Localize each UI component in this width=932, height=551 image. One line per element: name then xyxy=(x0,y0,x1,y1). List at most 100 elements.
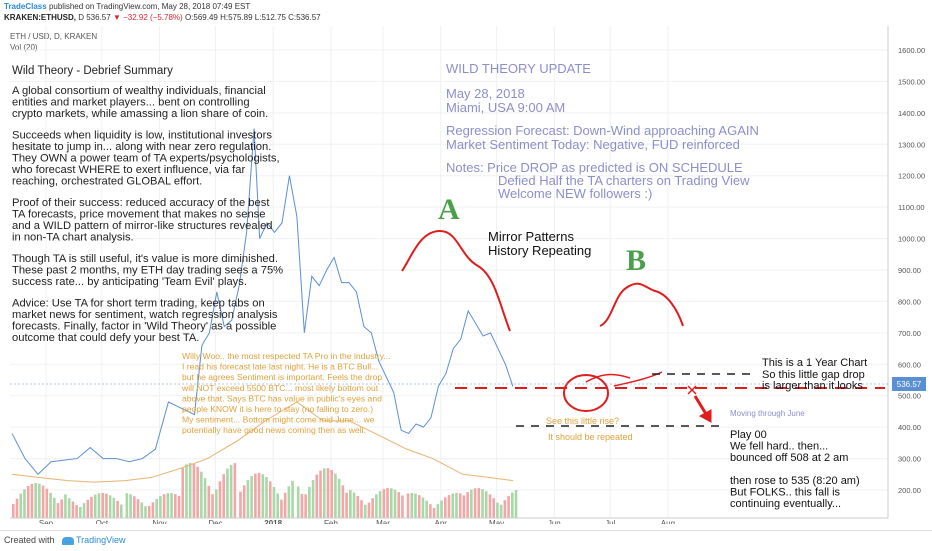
chart-area[interactable]: ETH / USD, D, KRAKEN Vol (20) 200.00 300.… xyxy=(0,26,932,524)
volume-bar xyxy=(144,506,147,518)
volume-bar xyxy=(257,473,261,518)
volume-bar xyxy=(133,496,136,518)
volume-bar xyxy=(462,495,466,518)
volume-bar xyxy=(304,494,307,518)
y-tick-label: 1400.00 xyxy=(898,109,925,118)
volume-bar xyxy=(49,492,52,518)
y-tick-label: 900.00 xyxy=(898,266,921,275)
volume-bar xyxy=(52,497,56,518)
volume-bar xyxy=(326,468,330,518)
volume-bar xyxy=(185,464,188,518)
volume-bar xyxy=(432,507,436,518)
volume-bar xyxy=(155,498,158,518)
play-note-line: bounced off 508 at 2 am xyxy=(730,452,848,464)
volume-bar xyxy=(30,483,34,518)
volume-bar xyxy=(447,495,451,518)
volume-bar xyxy=(79,506,82,518)
peak-b-outline xyxy=(599,282,684,327)
summary-line: They OWN a power team of TA experts/psyc… xyxy=(12,153,280,165)
volume-bar xyxy=(349,489,352,518)
y-tick-label: 1300.00 xyxy=(898,140,925,149)
volume-bar xyxy=(511,492,514,518)
volume-bar xyxy=(360,500,363,518)
price-chart[interactable]: 200.00 300.00 400.00 500.00 600.00 700.00 800.… xyxy=(0,26,932,524)
volume-bar xyxy=(105,493,108,518)
drop-arrow-shaft xyxy=(693,395,708,415)
volume-bar xyxy=(477,488,481,518)
x-tick-label: Oct xyxy=(96,519,109,524)
volume-bar xyxy=(229,464,233,518)
volume-bar xyxy=(492,498,495,518)
play-note-line: then rose to 535 (8:20 am) xyxy=(730,475,860,487)
willy-note-line: but he agrees Sentiment is important. Fe… xyxy=(182,372,382,382)
volume-bar xyxy=(455,493,458,518)
summary-line: success rate... by anticipating 'Team Ev… xyxy=(12,276,247,288)
volume-bar xyxy=(162,494,166,518)
x-tick-label: May xyxy=(489,519,504,524)
publish-header: TradeClass published on TradingView.com,… xyxy=(0,0,932,26)
x-tick-label: Dec xyxy=(208,519,222,524)
volume-bar xyxy=(166,493,170,518)
volume-bar xyxy=(443,497,447,518)
summary-line: crypto markets, while amassing a lion sh… xyxy=(12,108,268,120)
volume-bar xyxy=(356,496,360,518)
x-tick-label: Nov xyxy=(152,519,166,524)
volume-bar xyxy=(470,489,473,518)
volume-bar xyxy=(177,495,181,518)
moving-june: Moving through June xyxy=(730,409,805,418)
volume-bar xyxy=(97,493,101,518)
update-note-2: Defied Half the TA charters on Trading V… xyxy=(498,173,750,188)
peak-a-outline xyxy=(401,229,511,332)
x-tick-label: Feb xyxy=(324,519,338,524)
volume-bar xyxy=(410,493,414,518)
volume-bar xyxy=(389,488,393,518)
volume-bar xyxy=(414,493,417,518)
volume-bar xyxy=(337,478,341,518)
volume-bar xyxy=(375,494,378,518)
volume-bar xyxy=(192,463,196,518)
author-name[interactable]: TradeClass xyxy=(4,2,47,11)
label-a: A xyxy=(438,193,460,226)
update-location: Miami, USA 9:00 AM xyxy=(446,100,565,115)
volume-bar xyxy=(239,491,242,518)
volume-bar xyxy=(170,493,173,518)
volume-bar xyxy=(378,491,382,518)
volume-bar xyxy=(34,483,37,518)
summary-line: A global consortium of wealthy individua… xyxy=(12,85,266,97)
volume-bar xyxy=(82,503,86,518)
volume-bar xyxy=(242,485,246,518)
willy-note-line: My sentiment... Bottom might come mid Ju… xyxy=(182,415,375,425)
summary-line: forecasts. Finally, factor in 'Wild Theo… xyxy=(12,321,276,333)
volume-bar xyxy=(38,483,41,518)
volume-bar xyxy=(280,499,283,518)
volume-bar xyxy=(319,470,322,518)
tradingview-brand[interactable]: TradingView xyxy=(62,535,126,545)
ohlc-values: O:569.49 H:575.89 L:512.75 C:536.57 xyxy=(184,13,321,22)
play-note-line: We fell hard.. then... xyxy=(730,441,828,453)
x-tick-label: Sep xyxy=(39,519,54,524)
volume-bar xyxy=(371,498,374,518)
rise-circle xyxy=(563,374,609,412)
publish-line: TradeClass published on TradingView.com,… xyxy=(4,2,250,11)
update-title: WILD THEORY UPDATE xyxy=(446,61,591,76)
volume-bar xyxy=(56,503,60,518)
created-with-label: Created with xyxy=(4,535,55,545)
willy-woo-note: Willy Woo.. the most respected TA Pro in… xyxy=(181,351,391,435)
update-note-1: Notes: Price DROP as predicted is ON SCH… xyxy=(446,160,743,175)
volume-bar xyxy=(300,493,304,518)
last-price: D 536.57 xyxy=(78,13,111,22)
y-tick-label: 1600.00 xyxy=(898,46,925,55)
summary-line: and a WILD pattern of mirror-like struct… xyxy=(12,220,273,232)
volume-bar xyxy=(218,481,222,518)
y-tick-label: 1500.00 xyxy=(898,77,925,86)
summary-title: Wild Theory - Debrief Summary xyxy=(12,65,173,77)
volume-bar xyxy=(363,504,367,518)
volume-bar xyxy=(64,494,67,518)
quote-line: KRAKEN:ETHUSD, D 536.57 ▼ −32.92 (−5.78%… xyxy=(4,13,321,22)
volume-bar xyxy=(203,478,207,518)
volume-bar xyxy=(436,504,440,518)
x-tick-label: Jun xyxy=(548,519,561,524)
volume-bar xyxy=(45,488,49,518)
volume-bar xyxy=(311,480,315,518)
